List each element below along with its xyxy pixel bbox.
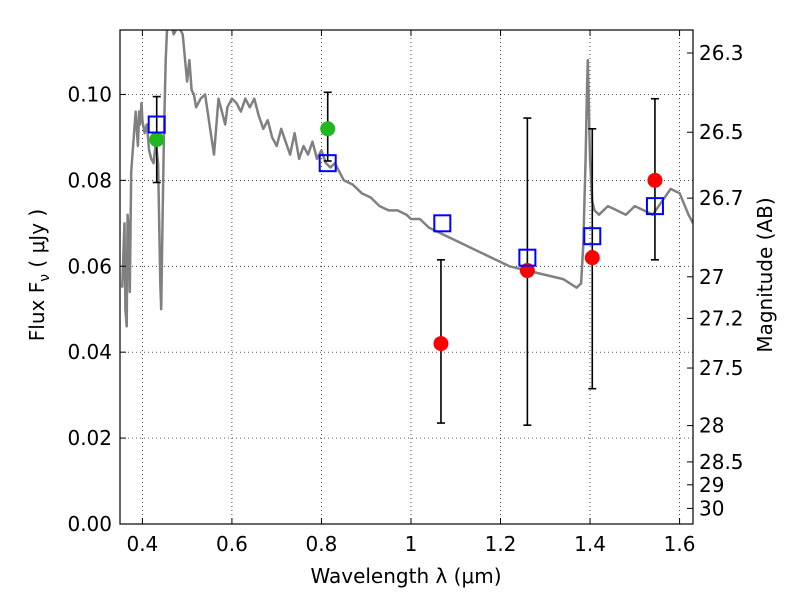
data-point <box>320 121 336 137</box>
x-tick-label: 1.6 <box>664 532 696 556</box>
y-tick-label: 0.08 <box>67 168 112 192</box>
y-tick-label: 0.00 <box>67 512 112 536</box>
data-point <box>149 132 165 148</box>
y-tick-label: 0.10 <box>67 82 112 106</box>
y-tick-label: 0.02 <box>67 426 112 450</box>
data-point <box>519 263 535 279</box>
y-axis-label-right: Magnitude (AB) <box>753 197 777 352</box>
right-tick-label: 28 <box>699 414 724 438</box>
data-point <box>433 336 449 352</box>
x-tick-label: 1.4 <box>574 532 606 556</box>
plot-area <box>120 30 693 427</box>
x-tick-label: 0.8 <box>306 532 338 556</box>
x-axis-label: Wavelength λ (μm) <box>310 564 501 588</box>
model-photometry-square <box>433 214 452 233</box>
right-tick-label: 30 <box>699 496 724 520</box>
y-tick-label: 0.04 <box>67 340 112 364</box>
model-photometry-square <box>645 197 664 216</box>
x-tick-label: 0.4 <box>126 532 158 556</box>
y-tick-label: 0.06 <box>67 254 112 278</box>
right-tick-label: 27 <box>699 265 724 289</box>
model-photometry-square <box>318 154 337 173</box>
data-point <box>584 250 600 266</box>
y-axis-label-left-subscript: ν <box>37 274 53 282</box>
right-tick-label: 26.5 <box>699 120 744 144</box>
x-tick-label: 1.2 <box>485 532 517 556</box>
y-axis-label-left-unit: ( μJy ) <box>25 209 49 274</box>
ticks: 0.4 0.6 0.8 1 1.2 1.4 1.6 0.00 0.02 0.04 0.06 0.08 0… <box>67 30 744 556</box>
right-tick-label: 26.3 <box>699 41 744 65</box>
model-spectrum-line <box>120 30 693 328</box>
x-tick-label: 0.6 <box>216 532 248 556</box>
model-photometry-square <box>518 248 537 267</box>
right-tick-label: 27.5 <box>699 356 744 380</box>
y-axis-label-left: Flux Fν ( μJy ) <box>25 209 53 341</box>
data-point <box>647 172 663 188</box>
model-photometry-square <box>147 115 166 134</box>
right-tick-label: 26.7 <box>699 186 744 210</box>
right-tick-label: 28.5 <box>699 450 744 474</box>
x-tick-label: 1 <box>405 532 418 556</box>
y-axis-label-left-main: Flux F <box>25 282 49 341</box>
right-tick-label: 27.2 <box>699 306 744 330</box>
right-tick-label: 29 <box>699 473 724 497</box>
model-photometry-square <box>583 227 602 246</box>
